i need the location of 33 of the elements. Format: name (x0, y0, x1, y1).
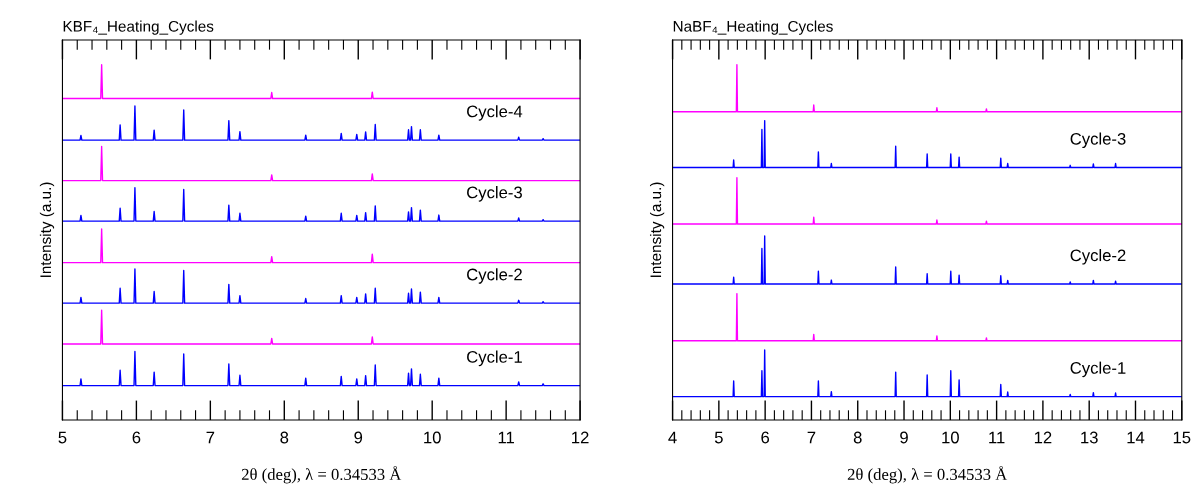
x-tick-label: 9 (900, 431, 908, 444)
series-label: Cycle-1 (1070, 361, 1126, 378)
x-tick-label: 13 (1081, 431, 1098, 444)
series-label: Cycle-1 (467, 350, 522, 367)
x-tick-label: 10 (942, 431, 959, 444)
x-tick-label: 4 (668, 431, 677, 444)
x-tick-label: 7 (206, 431, 215, 444)
x-axis-title: 2θ (deg), λ = 0.34533 Å (847, 466, 1008, 484)
x-tick-label: 10 (424, 431, 441, 444)
x-tick-label: 6 (132, 431, 141, 444)
x-tick-label: 6 (761, 431, 770, 444)
x-tick-label: 12 (572, 431, 589, 444)
x-tick-label: 9 (354, 431, 363, 444)
series-label: Cycle-2 (467, 268, 522, 284)
x-tick-label: 11 (498, 431, 514, 444)
y-axis-title: Intensity (a.u.) (39, 182, 55, 277)
x-tick-label: 12 (1034, 431, 1052, 444)
x-axis-title: 2θ (deg), λ = 0.34533 Å (241, 466, 402, 484)
x-tick-label: 8 (280, 431, 289, 444)
x-tick-label: 7 (807, 431, 816, 444)
series-label: Cycle-4 (467, 105, 523, 121)
series-label: Cycle-3 (467, 186, 522, 202)
x-tick-label: 14 (1127, 431, 1145, 444)
x-tick-label: 11 (989, 431, 1005, 444)
y-axis-title: Intensity (a.u.) (649, 182, 665, 277)
x-tick-label: 5 (58, 431, 67, 444)
x-tick-label: 8 (853, 431, 862, 444)
series-label: Cycle-2 (1070, 249, 1126, 265)
chart-title: NaBF₄_Heating_Cycles (673, 20, 833, 35)
x-tick-label: 15 (1173, 431, 1191, 444)
series-label: Cycle-3 (1070, 132, 1126, 149)
chart-title: KBF₄_Heating_Cycles (63, 20, 214, 35)
x-tick-label: 5 (714, 431, 723, 444)
